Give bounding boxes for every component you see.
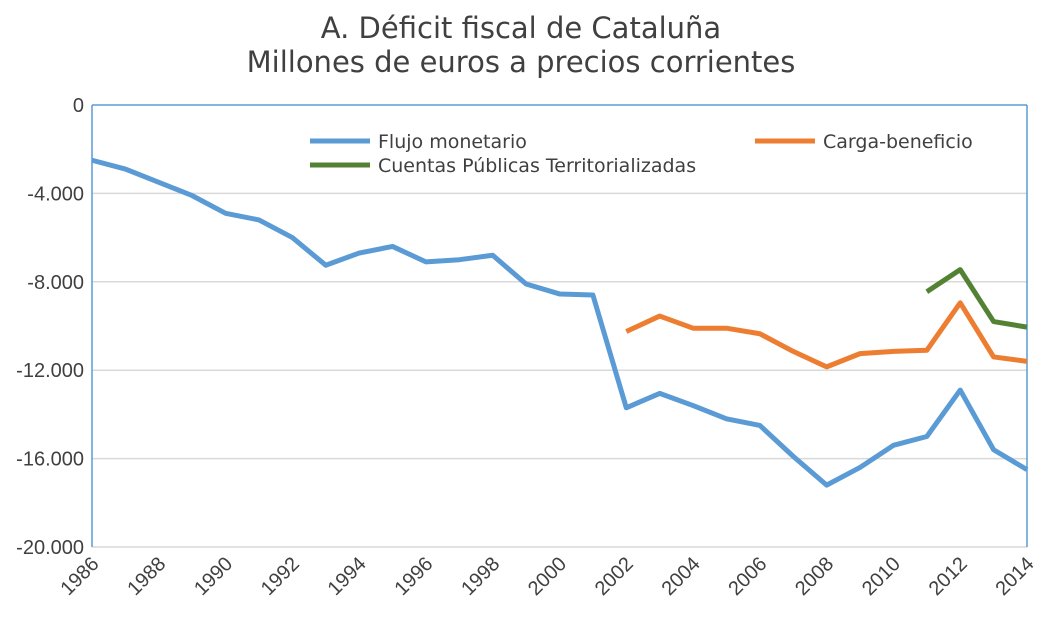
x-tick-label: 1994	[324, 553, 371, 600]
y-tick-label: -12.000	[16, 360, 84, 382]
x-tick-label: 2010	[858, 553, 905, 600]
y-tick-label: -20.000	[16, 537, 84, 559]
x-tick-label: 2006	[724, 553, 771, 600]
chart-title: A. Déficit fiscal de Cataluña	[321, 11, 721, 45]
x-tick-label: 1996	[390, 553, 437, 600]
x-tick-label: 2004	[658, 553, 705, 600]
gridlines	[92, 192, 1027, 548]
series-lines	[91, 157, 1029, 488]
x-tick-label: 1990	[190, 553, 237, 600]
x-tick-label: 1992	[257, 553, 304, 600]
series-line-carga-beneficio	[625, 300, 1028, 370]
x-tick-label: 2002	[591, 553, 638, 600]
x-tick-label: 2008	[791, 553, 838, 600]
legend: Flujo monetario Carga-beneficio Cuentas Pú…	[310, 131, 973, 177]
legend-label: Cuentas Públicas Territorializadas	[378, 155, 696, 177]
legend-label: Flujo monetario	[378, 131, 527, 153]
series-line-flujo-monetario	[91, 157, 1029, 488]
y-tick-label: -4.000	[27, 183, 84, 205]
chart-subtitle: Millones de euros a precios corrientes	[247, 45, 796, 79]
y-tick-label: 0	[73, 95, 84, 117]
legend-label: Carga-beneficio	[823, 131, 973, 153]
x-tick-label: 2012	[925, 553, 972, 600]
x-tick-label: 1998	[457, 553, 504, 600]
x-tick-label: 1988	[123, 553, 170, 600]
x-tick-label: 1986	[57, 553, 104, 600]
y-tick-label: -8.000	[27, 272, 84, 294]
y-tick-label: -16.000	[16, 449, 84, 471]
x-tick-label: 2014	[992, 553, 1039, 600]
x-tick-label: 2000	[524, 553, 571, 600]
series-line-cuentas-p-blicas-territorializadas	[925, 267, 1028, 330]
